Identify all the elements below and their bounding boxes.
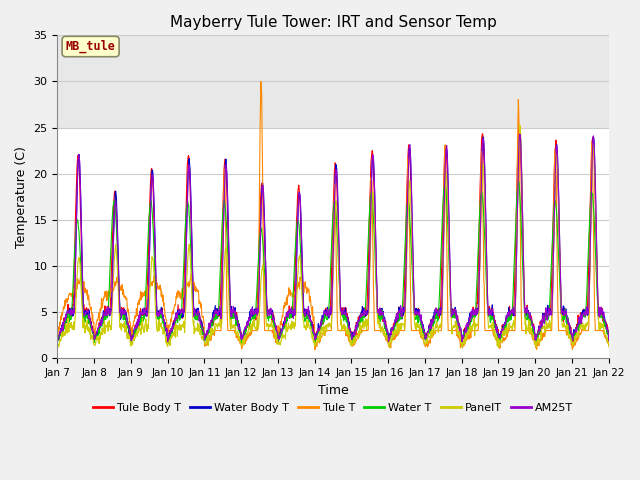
Water Body T bbox=[163, 324, 170, 330]
Tule T bbox=[238, 346, 246, 352]
PanelT bbox=[54, 338, 61, 344]
Tule Body T bbox=[605, 335, 612, 340]
Tule Body T bbox=[540, 311, 548, 316]
Tule Body T bbox=[516, 123, 524, 129]
Tule T bbox=[540, 330, 548, 336]
Water T bbox=[176, 316, 184, 322]
Water T bbox=[605, 338, 612, 344]
Y-axis label: Temperature (C): Temperature (C) bbox=[15, 146, 28, 248]
AM25T bbox=[458, 339, 466, 345]
Water T bbox=[540, 320, 548, 326]
Water Body T bbox=[605, 337, 612, 343]
Water T bbox=[515, 179, 522, 185]
AM25T bbox=[163, 330, 170, 336]
Tule T bbox=[176, 290, 184, 296]
X-axis label: Time: Time bbox=[317, 384, 348, 396]
AM25T bbox=[516, 132, 524, 137]
PanelT bbox=[516, 122, 524, 128]
Line: PanelT: PanelT bbox=[58, 125, 609, 348]
Tule T bbox=[605, 343, 612, 348]
Water Body T bbox=[491, 321, 499, 327]
Water T bbox=[458, 343, 466, 348]
AM25T bbox=[419, 324, 426, 330]
AM25T bbox=[540, 313, 548, 319]
AM25T bbox=[238, 332, 246, 338]
Water Body T bbox=[164, 340, 172, 346]
Water Body T bbox=[540, 314, 548, 320]
PanelT bbox=[163, 341, 170, 347]
AM25T bbox=[605, 338, 612, 344]
Tule T bbox=[257, 79, 265, 84]
Tule T bbox=[419, 335, 427, 340]
Water Body T bbox=[419, 322, 427, 327]
Bar bbox=[58, 36, 609, 128]
Tule T bbox=[311, 347, 319, 353]
Water T bbox=[491, 325, 499, 331]
Water Body T bbox=[177, 310, 184, 316]
Tule T bbox=[54, 329, 61, 335]
AM25T bbox=[491, 318, 499, 324]
PanelT bbox=[605, 344, 612, 349]
PanelT bbox=[540, 325, 548, 331]
Water T bbox=[54, 338, 61, 344]
Line: Water Body T: Water Body T bbox=[58, 133, 609, 343]
Water Body T bbox=[516, 130, 524, 136]
Tule Body T bbox=[164, 340, 172, 346]
PanelT bbox=[419, 332, 427, 337]
Tule Body T bbox=[177, 311, 184, 317]
Line: AM25T: AM25T bbox=[58, 134, 609, 342]
Title: Mayberry Tule Tower: IRT and Sensor Temp: Mayberry Tule Tower: IRT and Sensor Temp bbox=[170, 15, 497, 30]
Line: Tule Body T: Tule Body T bbox=[58, 126, 609, 343]
Tule T bbox=[492, 335, 499, 341]
Tule Body T bbox=[238, 336, 246, 341]
Line: Water T: Water T bbox=[58, 182, 609, 346]
Water T bbox=[238, 338, 246, 344]
Line: Tule T: Tule T bbox=[58, 82, 609, 350]
Water Body T bbox=[238, 334, 246, 339]
Tule Body T bbox=[54, 334, 61, 339]
PanelT bbox=[386, 345, 394, 351]
PanelT bbox=[238, 342, 246, 348]
PanelT bbox=[176, 325, 184, 331]
Text: MB_tule: MB_tule bbox=[66, 40, 116, 53]
Tule Body T bbox=[163, 325, 170, 331]
Tule Body T bbox=[491, 317, 499, 323]
Water T bbox=[419, 329, 426, 335]
AM25T bbox=[176, 308, 184, 314]
PanelT bbox=[491, 326, 499, 332]
AM25T bbox=[54, 337, 61, 343]
Tule Body T bbox=[419, 324, 427, 330]
Legend: Tule Body T, Water Body T, Tule T, Water T, PanelT, AM25T: Tule Body T, Water Body T, Tule T, Water… bbox=[88, 398, 578, 417]
Tule T bbox=[163, 317, 170, 323]
Water T bbox=[163, 329, 170, 335]
Water Body T bbox=[54, 336, 61, 341]
